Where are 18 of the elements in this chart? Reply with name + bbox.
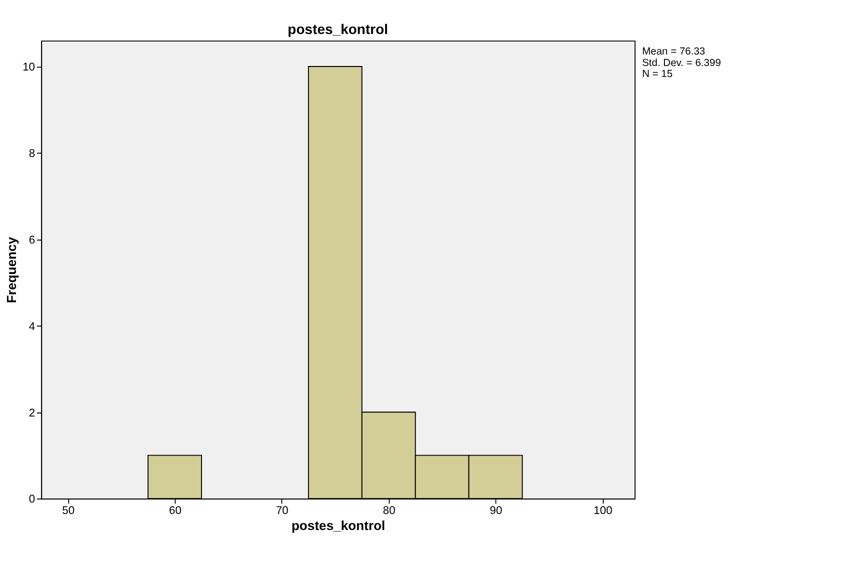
x-tick-label: 50: [62, 504, 75, 517]
y-tick-label: 10: [22, 62, 36, 74]
y-tick-label: 0: [28, 494, 36, 506]
x-tick-label: 90: [490, 504, 502, 517]
y-tick-label: 2: [28, 407, 36, 420]
y-tick-label: 4: [28, 320, 36, 333]
x-tick-label: 70: [276, 504, 288, 517]
x-axis-title: postes_kontrol: [291, 518, 386, 533]
y-axis-title: Frequency: [4, 236, 20, 304]
x-tick-label: 60: [169, 504, 182, 517]
y-tick-label: 6: [28, 234, 36, 247]
y-tick-label: 8: [28, 148, 36, 160]
text: N = 15: [642, 69, 673, 80]
chart-title: postes_kontrol: [288, 21, 388, 38]
text: Std. Dev. = 6.399: [642, 58, 722, 69]
x-tick-label: 100: [594, 504, 612, 517]
x-tick-label: 80: [382, 504, 396, 517]
text: Mean = 76.33: [642, 46, 706, 58]
